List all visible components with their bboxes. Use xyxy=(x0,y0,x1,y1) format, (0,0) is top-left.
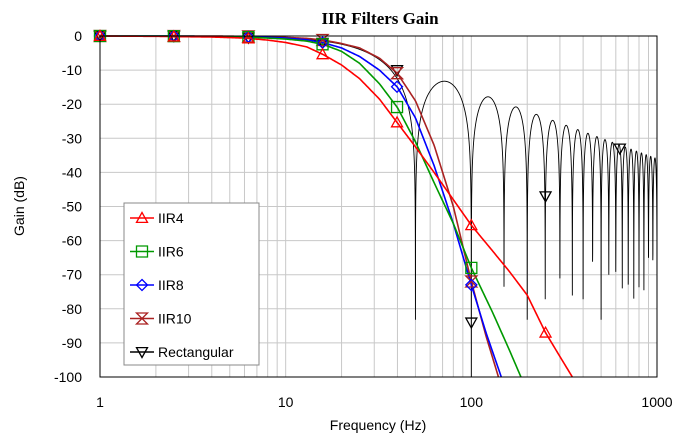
legend-item-iir10: IIR10 xyxy=(130,311,192,327)
marker-iir8 xyxy=(390,80,404,94)
marker-rectangular xyxy=(613,143,627,156)
marker-rectangular xyxy=(464,317,478,330)
plot-markers xyxy=(92,29,627,338)
legend-item-rectangular: Rectangular xyxy=(130,344,234,360)
legend-item-iir6: IIR6 xyxy=(130,244,184,260)
marker-iir10 xyxy=(389,67,405,80)
y-tick-label: -80 xyxy=(62,301,82,317)
x-axis-label: Frequency (Hz) xyxy=(330,417,426,433)
legend-label: IIR10 xyxy=(158,311,192,327)
y-tick-label: -20 xyxy=(62,96,82,112)
marker-iir6 xyxy=(465,261,478,275)
y-tick-label: -90 xyxy=(62,335,82,351)
legend-marker xyxy=(135,346,149,359)
legend-label: Rectangular xyxy=(158,344,234,360)
y-tick-label: -70 xyxy=(62,267,82,283)
marker-iir6 xyxy=(93,29,107,43)
marker-iir8 xyxy=(464,278,478,292)
legend-item-iir4: IIR4 xyxy=(130,210,184,226)
y-tick-label: -60 xyxy=(62,233,82,249)
plot-frame xyxy=(99,35,658,378)
x-tick-label: 1 xyxy=(96,394,104,410)
legend-marker xyxy=(134,312,150,325)
x-tick-label: 10 xyxy=(278,394,294,410)
legend-label: IIR4 xyxy=(158,210,184,226)
y-axis-label: Gain (dB) xyxy=(11,176,27,236)
marker-iir4 xyxy=(538,325,553,338)
y-tick-label: -30 xyxy=(62,130,82,146)
legend: IIR4 IIR6 IIR8 IIR10 Rectangular xyxy=(123,202,260,366)
y-tick-label: -100 xyxy=(54,369,82,385)
marker-iir4 xyxy=(464,218,478,231)
y-tick-label: -10 xyxy=(62,62,82,78)
marker-iir4 xyxy=(390,115,404,128)
y-axis-ticks: 0 -10 -20 -30 -40 -50 -60 -70 -80 -90 -100 xyxy=(54,28,82,385)
x-tick-label: 100 xyxy=(460,394,484,410)
legend-marker xyxy=(135,211,149,224)
y-tick-label: -40 xyxy=(62,164,82,180)
marker-iir6 xyxy=(316,38,329,51)
marker-rectangular xyxy=(538,191,553,204)
x-tick-label: 1000 xyxy=(641,394,672,410)
marker-iir4 xyxy=(315,47,330,60)
legend-marker xyxy=(135,245,149,258)
marker-iir4 xyxy=(241,31,256,44)
legend-label: IIR8 xyxy=(158,277,184,293)
y-tick-label: 0 xyxy=(74,28,82,44)
chart-title: IIR Filters Gain xyxy=(321,9,439,28)
marker-iir6 xyxy=(390,100,404,114)
legend-marker xyxy=(135,278,149,292)
y-tick-label: -50 xyxy=(62,199,82,215)
x-axis-ticks: 1 10 100 1000 xyxy=(96,394,673,410)
legend-item-iir8: IIR8 xyxy=(130,277,184,293)
marker-iir10 xyxy=(464,275,479,288)
legend-label: IIR6 xyxy=(158,244,184,260)
